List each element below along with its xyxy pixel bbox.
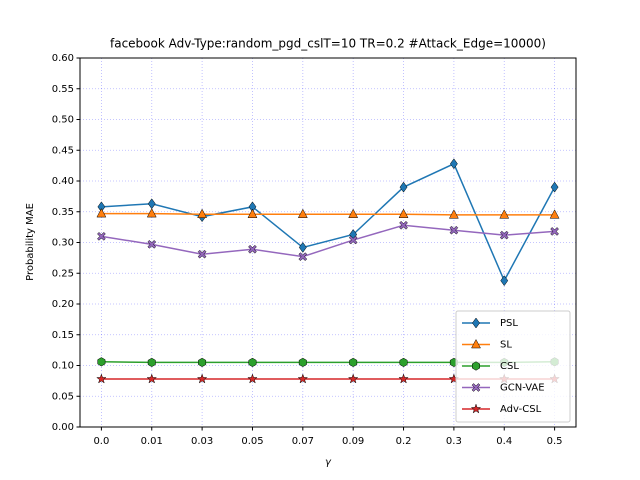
y-tick-label: 0.35 bbox=[52, 207, 74, 218]
data-point bbox=[147, 357, 156, 368]
y-tick-label: 0.05 bbox=[52, 391, 74, 402]
data-point bbox=[97, 231, 106, 241]
x-tick-label: 0.5 bbox=[547, 436, 563, 447]
y-axis-label: Probability MAE bbox=[25, 203, 36, 281]
y-tick-label: 0.55 bbox=[52, 84, 74, 95]
y-tick-label: 0.25 bbox=[52, 268, 74, 279]
x-tick-label: 0.3 bbox=[446, 436, 462, 447]
data-point bbox=[348, 208, 359, 218]
data-point bbox=[449, 158, 458, 170]
legend-marker bbox=[471, 338, 481, 349]
data-point bbox=[298, 357, 307, 368]
data-point bbox=[549, 209, 560, 219]
x-tick-label: 0.09 bbox=[342, 436, 364, 447]
data-point bbox=[399, 181, 408, 193]
legend-marker bbox=[471, 383, 481, 392]
chart-title: facebook Adv-Type:random_pgd_cslT=10 TR=… bbox=[110, 37, 546, 51]
data-point bbox=[146, 373, 158, 384]
data-point bbox=[347, 373, 359, 384]
legend-label: PSL bbox=[500, 318, 518, 329]
data-point bbox=[247, 373, 258, 384]
data-point bbox=[349, 357, 358, 368]
data-point bbox=[398, 208, 409, 218]
x-tick-label: 0.2 bbox=[396, 436, 412, 447]
data-point bbox=[197, 249, 207, 259]
x-tick-label: 0.01 bbox=[141, 436, 163, 447]
legend-marker bbox=[472, 317, 480, 329]
data-point bbox=[147, 239, 157, 249]
x-axis-label: γ bbox=[325, 457, 332, 468]
data-point bbox=[146, 208, 157, 218]
data-point bbox=[297, 373, 309, 384]
data-point bbox=[499, 230, 509, 240]
data-point bbox=[550, 227, 559, 236]
x-tick-label: 0.0 bbox=[93, 436, 109, 447]
legend-label: GCN-VAE bbox=[500, 383, 545, 394]
legend: PSL SL CSL GCN-VAE Adv-CSL bbox=[455, 310, 571, 423]
x-tick-label: 0.4 bbox=[496, 436, 512, 447]
y-tick-label: 0.40 bbox=[52, 176, 74, 187]
data-point bbox=[298, 252, 308, 261]
x-tick-label: 0.05 bbox=[241, 436, 263, 447]
y-tick-label: 0.00 bbox=[52, 422, 74, 433]
data-point bbox=[449, 225, 459, 235]
data-point bbox=[196, 373, 208, 384]
data-point bbox=[399, 220, 408, 230]
legend-marker bbox=[472, 361, 480, 371]
data-point bbox=[399, 357, 408, 368]
data-point bbox=[550, 181, 559, 193]
y-tick-label: 0.60 bbox=[52, 53, 74, 64]
data-point bbox=[398, 373, 409, 384]
x-tick-label: 0.07 bbox=[292, 436, 314, 447]
data-point bbox=[248, 357, 257, 368]
data-point bbox=[96, 208, 107, 218]
data-point bbox=[448, 209, 459, 219]
data-point bbox=[198, 357, 207, 368]
legend-label: SL bbox=[500, 340, 512, 351]
data-point bbox=[298, 241, 307, 253]
data-point bbox=[348, 235, 358, 245]
data-point bbox=[248, 244, 257, 254]
y-tick-label: 0.30 bbox=[52, 238, 74, 249]
series-line bbox=[101, 162, 556, 283]
legend-label: Adv-CSL bbox=[500, 404, 542, 415]
y-tick-label: 0.20 bbox=[52, 299, 74, 310]
x-tick-label: 0.03 bbox=[191, 436, 213, 447]
y-tick-label: 0.10 bbox=[52, 361, 74, 372]
y-tick-label: 0.15 bbox=[52, 330, 74, 341]
y-tick-label: 0.50 bbox=[52, 115, 74, 126]
data-point bbox=[97, 357, 106, 367]
data-point bbox=[96, 373, 107, 384]
series-line bbox=[101, 212, 555, 216]
data-point bbox=[500, 275, 509, 287]
legend-marker bbox=[470, 403, 482, 414]
data-point bbox=[247, 208, 258, 218]
series-line bbox=[101, 224, 555, 258]
legend-box bbox=[455, 310, 571, 423]
y-tick-label: 0.45 bbox=[52, 145, 74, 156]
data-point bbox=[197, 208, 208, 218]
data-point bbox=[297, 208, 308, 218]
data-point bbox=[499, 209, 510, 219]
legend-label: CSL bbox=[500, 361, 519, 372]
